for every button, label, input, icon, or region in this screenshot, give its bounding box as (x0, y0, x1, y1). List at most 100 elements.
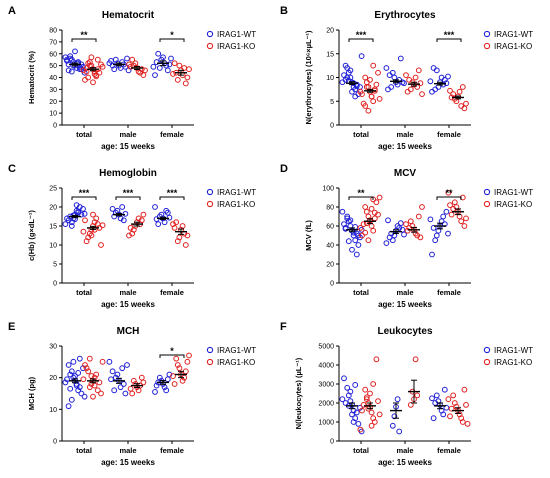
data-point (90, 393, 96, 400)
x-axis-label: age: 15 weeks (378, 458, 432, 467)
data-point (153, 216, 160, 223)
data-point (342, 400, 349, 406)
y-axis-label: N(leukocytes) (µL⁻¹) (294, 357, 303, 429)
legend-label: IRAG1-KO (494, 42, 532, 51)
data-point (176, 62, 183, 69)
x-tick-label: female (160, 288, 184, 297)
y-tick-label: 3000 (318, 382, 334, 389)
data-point (122, 390, 129, 397)
significance-label: ** (80, 30, 88, 40)
data-point (90, 79, 96, 86)
y-tick-label: 20 (49, 205, 57, 212)
y-tick-label: 5000 (318, 344, 334, 351)
legend-marker (483, 200, 491, 208)
data-point (166, 371, 173, 378)
x-tick-label: male (396, 130, 413, 139)
data-point (186, 352, 192, 359)
data-point (397, 220, 404, 227)
data-point (371, 419, 378, 425)
data-point (429, 88, 435, 95)
data-point (403, 72, 409, 79)
data-point (171, 60, 178, 67)
data-point (355, 421, 362, 427)
data-point (357, 426, 364, 433)
data-point (176, 365, 183, 372)
data-point (155, 221, 162, 228)
data-point (344, 213, 351, 220)
data-point (62, 221, 69, 228)
significance-label: ** (445, 188, 453, 198)
data-point (448, 211, 455, 218)
x-tick-label: male (119, 446, 136, 455)
data-point (373, 81, 380, 88)
x-tick-label: total (76, 130, 92, 139)
data-point (109, 206, 116, 212)
data-point (153, 59, 160, 65)
data-point (359, 407, 365, 414)
data-point (463, 215, 469, 222)
data-point (83, 238, 90, 245)
data-point (403, 221, 409, 228)
y-tick-label: 0 (53, 281, 57, 288)
data-point (433, 392, 440, 399)
data-point (81, 210, 88, 217)
legend-label: IRAG1-WT (217, 188, 256, 197)
data-point (362, 386, 369, 393)
data-point (72, 48, 78, 55)
data-point (401, 231, 407, 238)
legend-marker (206, 188, 214, 196)
x-tick-label: female (160, 130, 184, 139)
data-point (108, 376, 114, 383)
data-point (357, 225, 364, 231)
legend-label: IRAG1-WT (494, 30, 533, 39)
legend-marker (483, 346, 491, 354)
data-point (463, 100, 469, 107)
data-point (85, 368, 92, 375)
data-point (355, 232, 362, 239)
legend-label: IRAG1-KO (494, 358, 532, 367)
data-point (155, 50, 162, 57)
panel-a: A Hematocrit 0 10 20 30 40 50 60 70 80 Hematocrit (… (8, 5, 256, 151)
data-point (124, 362, 130, 368)
data-point (429, 251, 435, 258)
data-point (368, 422, 375, 429)
significance-label: *** (356, 30, 367, 40)
data-point (430, 65, 437, 71)
data-point (359, 232, 365, 239)
data-point (370, 381, 377, 387)
data-point (83, 68, 90, 75)
data-point (339, 79, 346, 86)
data-point (99, 358, 106, 365)
data-point (88, 232, 95, 239)
data-point (463, 402, 469, 408)
data-point (430, 415, 437, 422)
data-point (345, 238, 352, 245)
data-point (152, 389, 158, 395)
data-point (365, 107, 372, 114)
data-point (62, 379, 69, 386)
data-point (80, 67, 87, 74)
significance-label: *** (444, 30, 455, 40)
data-point (170, 373, 176, 379)
data-point (142, 67, 148, 74)
data-point (127, 385, 134, 392)
data-point (368, 223, 375, 229)
data-point (166, 214, 173, 221)
data-point (65, 67, 72, 74)
data-point (344, 384, 351, 391)
y-tick-label: 70 (49, 39, 57, 46)
panel-letter: E (8, 321, 15, 333)
legend-marker (483, 358, 491, 366)
significance-bracket (436, 38, 462, 42)
data-point (164, 67, 171, 74)
data-point (164, 376, 171, 383)
data-point (150, 63, 157, 70)
legend-marker (206, 42, 214, 50)
data-point (412, 74, 419, 81)
data-point (443, 208, 450, 215)
data-point (383, 65, 390, 71)
data-point (93, 73, 100, 80)
data-point (80, 206, 86, 212)
data-point (363, 208, 370, 215)
